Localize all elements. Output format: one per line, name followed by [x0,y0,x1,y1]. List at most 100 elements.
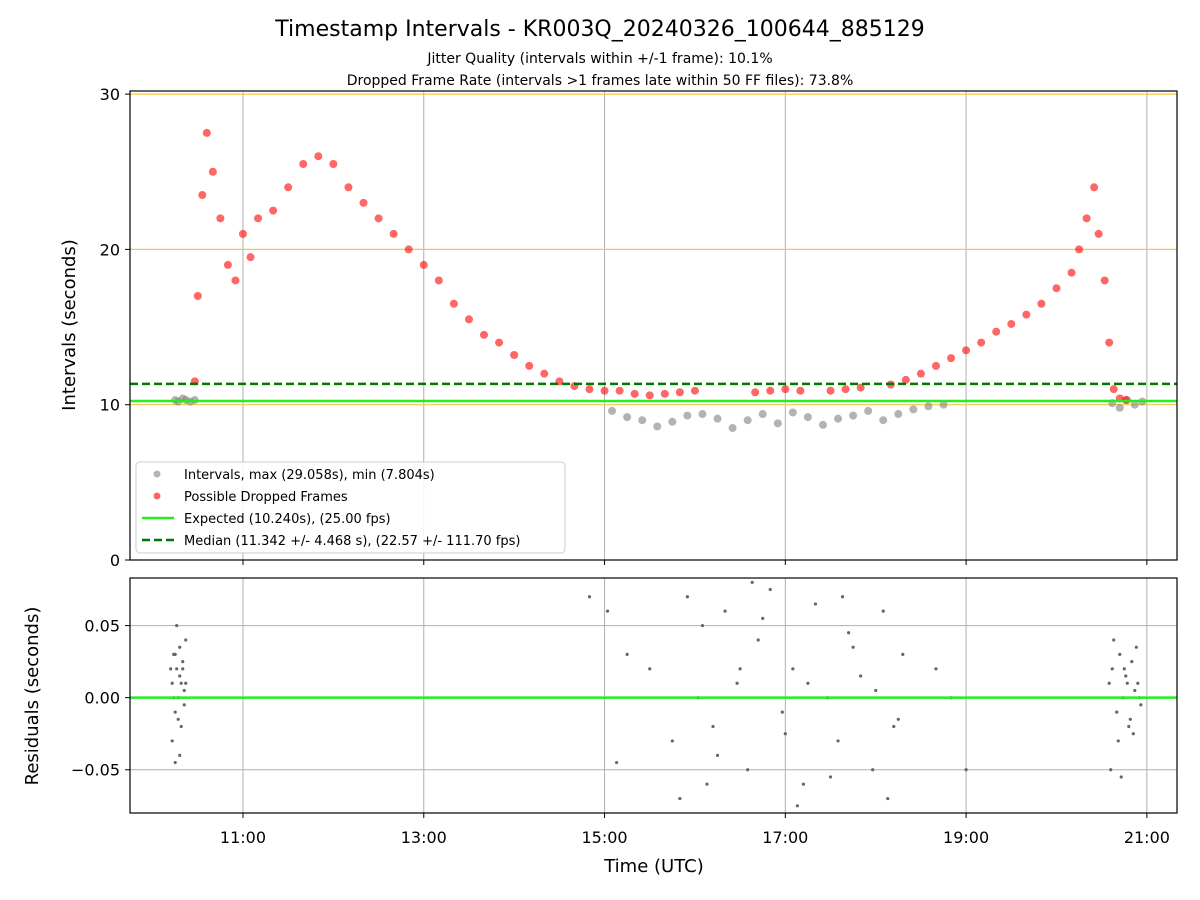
interval-point [803,413,812,422]
dropped-frame-point [947,354,956,363]
residual-point [173,760,177,765]
dropped-frame-point [1037,299,1046,308]
residual-point [670,739,674,743]
residual-point [1134,645,1138,649]
residual-point [685,595,689,599]
interval-point [788,408,797,417]
dropped-frame-point [660,389,669,398]
residuals-y-axis-label: Residuals (seconds) [22,607,43,786]
dropped-frame-point [1007,319,1016,328]
dropped-frame-point [901,375,910,384]
residual-point [184,681,188,685]
dropped-frame-point [1067,268,1076,277]
residual-point [715,753,720,757]
interval-point [743,416,752,425]
dropped-frame-point [931,361,940,370]
intervals-plot-frame [129,90,1178,561]
residual-point [179,681,183,685]
dropped-frame-point [480,330,489,339]
residual-point [1119,775,1123,779]
dropped-frame-point [1082,214,1091,223]
residual-point [756,638,760,642]
dropped-frame-point [269,206,278,215]
residual-point [934,667,938,671]
residual-point [851,645,855,649]
interval-point [939,400,948,409]
dropped-frame-point [1052,284,1061,293]
dropped-frame-point [796,386,805,395]
residual-point [181,660,185,664]
dropped-frame-point [208,167,217,176]
dropped-frame-point [1105,338,1114,347]
dropped-frame-point [856,383,865,392]
dropped-frame-point [419,260,428,269]
interval-point [773,419,782,428]
residual-point [678,796,682,801]
residuals-plot-frame [129,577,1178,814]
residual-point [1125,681,1129,685]
intervals-y-tick-label: 30 [100,85,120,104]
residual-point [836,739,840,743]
residual-point [170,681,174,685]
residual-point [184,638,188,642]
dropped-frame-point [254,214,263,223]
residual-point [735,681,739,685]
dropped-frame-point [464,315,473,324]
residual-point [711,724,715,729]
x-tick-label: 19:00 [943,828,989,847]
dropped-frame-point [216,214,225,223]
residual-point [173,652,177,657]
dropped-frame-point [223,260,232,269]
dropped-frame-point [449,299,458,308]
dropped-frame-point [540,369,549,378]
residual-point [801,782,805,786]
residual-point [723,609,727,613]
expected-median-lines [130,382,1177,403]
dropped-frame-point [231,276,240,285]
intervals-y-tick-label: 0 [110,551,120,570]
residual-point [813,602,818,606]
legend-marker-intervals [153,470,161,478]
legend-box [135,461,566,554]
dropped-frame-point [525,361,534,370]
residual-point [1109,768,1113,772]
residual-point [1127,724,1131,729]
interval-point [894,410,903,419]
legend-entry-dropped: Possible Dropped Frames [184,490,348,505]
residual-point [896,717,900,721]
residual-point [840,595,845,599]
intervals-axis-ticks: 0 10 20 30 [100,85,1148,570]
residual-point [1130,660,1134,664]
residual-point [169,667,173,671]
legend-entry-expected: Expected (10.240s), (25.00 fps) [184,512,391,527]
x-tick-label: 11:00 [220,828,266,847]
residual-point [1116,739,1120,743]
dropped-frame-point [992,327,1001,336]
residual-point [1107,681,1111,685]
dropped-frame-point [826,386,835,395]
interval-point [668,417,677,426]
residual-point [1115,710,1119,714]
x-tick-label: 17:00 [762,828,808,847]
residual-point [705,782,709,786]
residual-point [901,652,905,657]
interval-point [879,416,888,425]
dropped-frame-point [962,346,971,355]
interval-point [909,405,918,414]
residual-point [605,609,610,613]
residual-points [169,580,1143,808]
residual-point [182,688,186,693]
dropped-frame-point [374,214,383,223]
dropped-frame-point [916,369,925,378]
residual-point [648,667,652,671]
dropped-frame-point [359,198,368,207]
residuals-grid [130,578,1177,813]
residual-point [181,667,185,671]
dropped-frame-point [238,229,247,238]
intervals-panel: 0 10 20 30 Intervals (seconds) Intervals, m… [59,85,1178,570]
dropped-frame-point [751,388,760,397]
residual-point [806,681,810,685]
dropped-frame-point [675,388,684,397]
residual-point [871,768,875,772]
residual-point [178,674,182,678]
